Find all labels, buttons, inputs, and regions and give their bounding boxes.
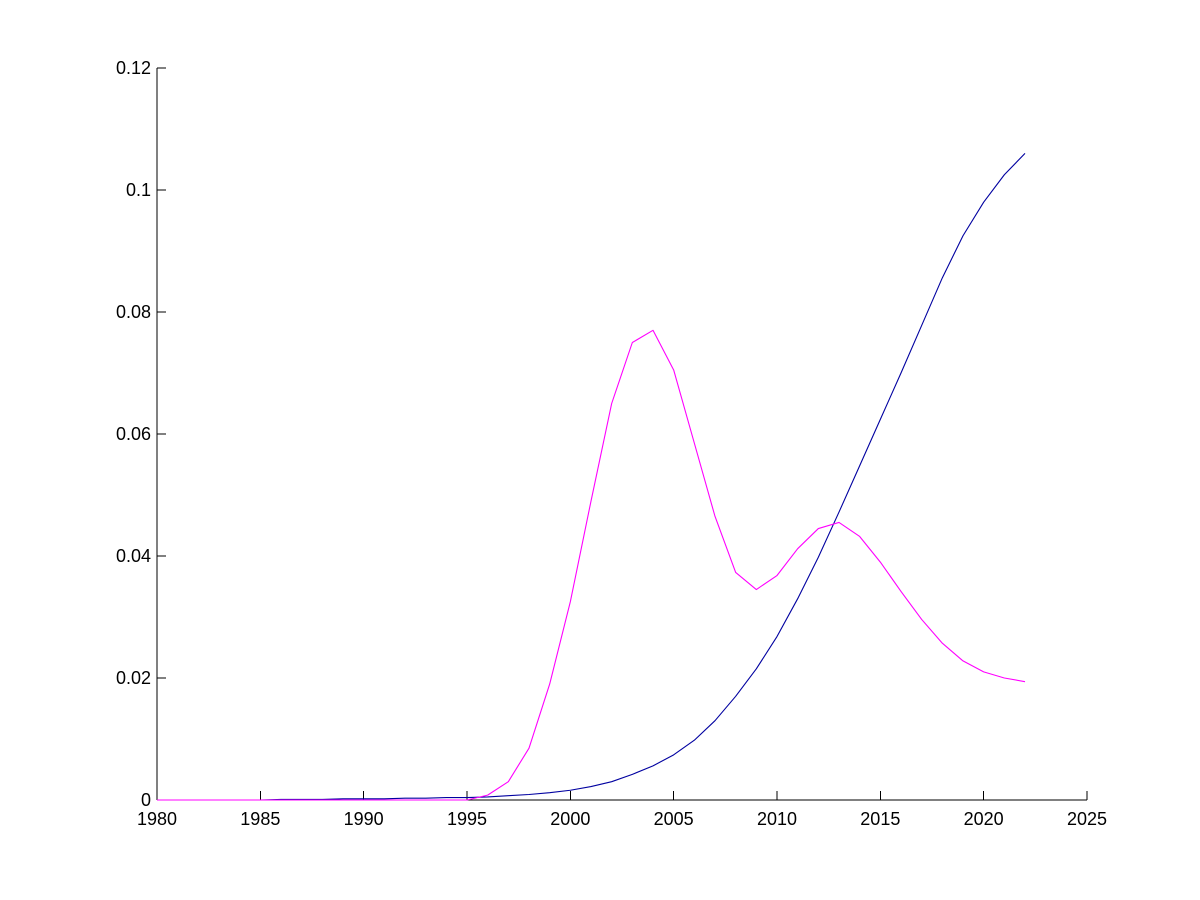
x-tick-label: 2015 [860, 809, 900, 829]
x-tick-label: 1990 [344, 809, 384, 829]
x-tick-label: 2020 [964, 809, 1004, 829]
x-tick-label: 1995 [447, 809, 487, 829]
x-tick-label: 2010 [757, 809, 797, 829]
tick-labels: 1980 1985 1990 1995 2000 2005 2010 2015 2020 2025… [116, 58, 1107, 829]
axes [156, 67, 1088, 801]
y-tick-label: 0.04 [116, 546, 151, 566]
x-tick-label: 2005 [654, 809, 694, 829]
series-layer [157, 153, 1026, 801]
x-tick-label: 2025 [1067, 809, 1107, 829]
x-tick-label: 1980 [137, 809, 177, 829]
series-line-2 [157, 329, 1026, 801]
x-tick-label: 1985 [240, 809, 280, 829]
y-tick-label: 0.1 [126, 180, 151, 200]
y-tick-label: 0.08 [116, 302, 151, 322]
y-tick-label: 0.06 [116, 424, 151, 444]
series-line-1 [157, 153, 1026, 801]
y-tick-label: 0.12 [116, 58, 151, 78]
y-tick-label: 0.02 [116, 668, 151, 688]
y-tick-label: 0 [141, 790, 151, 810]
x-tick-label: 2000 [550, 809, 590, 829]
